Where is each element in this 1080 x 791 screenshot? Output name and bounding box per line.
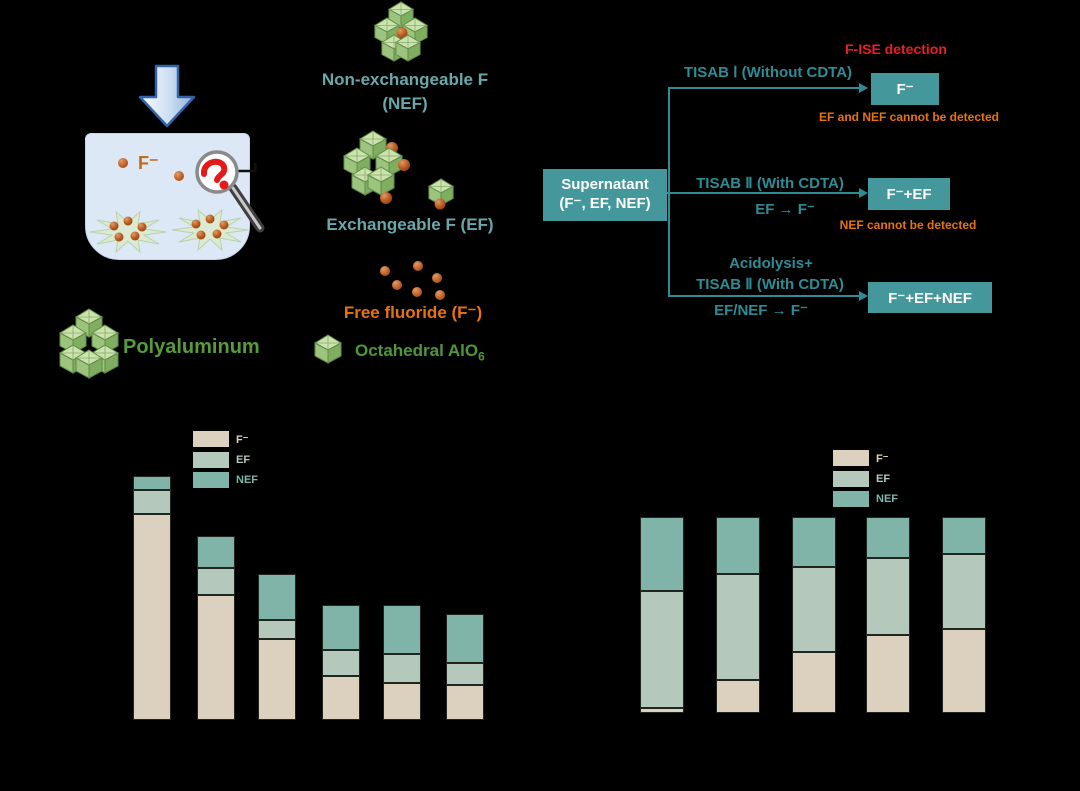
legend-label-ef: EF [876,472,891,485]
branch3-label-line1: Acidolysis+ [729,255,813,272]
bar-1-segment-F⁻ [640,708,684,713]
branch1-line [668,87,860,89]
fluoride-dot [412,287,422,297]
branch3-result-box: F⁻+EF+NEF [868,282,992,313]
bar-5-segment-NEF [942,517,986,555]
bar-2-segment-EF [716,573,760,680]
supernatant-line2: (F⁻, EF, NEF) [559,195,651,212]
nef-title: Non-exchangeable F [321,70,489,89]
branch2-arrowhead [859,188,868,198]
branch2-note: NEF cannot be detected [839,218,977,232]
legend-label-f: F⁻ [236,433,249,446]
branch3-line [668,295,860,297]
branch2-line [667,192,860,194]
legend-swatch-ef [193,451,229,468]
branch2-conversion: EF → F⁻ [755,201,815,218]
bar-2-segment-EF [197,568,235,595]
bar-2-segment-NEF [716,517,760,574]
octahedral-alo6-icon [314,334,342,364]
bar-1-segment-NEF [640,517,684,591]
legend-swatch-f [193,431,229,447]
bar-6-segment-NEF [446,614,484,663]
fluoride-dot [392,280,402,290]
bar-4-segment-F⁻ [322,676,360,720]
legend-swatch-nef [193,472,229,488]
fluoride-dot [435,290,445,300]
beaker-fluoride-label: F⁻ [138,153,159,173]
legend-swatch-ef [833,470,869,487]
bar-1-segment-NEF [133,476,171,490]
nef-cluster-icon [374,1,428,62]
branch1-arrowhead [859,83,868,93]
legend-row: F⁻ [833,450,898,466]
bar-2-segment-F⁻ [197,595,235,720]
branch1-note: EF and NEF cannot be detected [818,110,1000,124]
legend-label-nef: NEF [236,474,258,486]
fluoride-dot [174,171,184,181]
legend-label-ef: EF [236,453,251,466]
bar-5-segment-NEF [383,605,421,654]
fluoride-dot [432,273,442,283]
bar-3-segment-F⁻ [792,652,836,713]
branch3-arrowhead [859,291,868,301]
free-fluoride-label: Free fluoride (F⁻) [343,303,483,322]
bar-2-segment-F⁻ [716,679,760,713]
bar-3-segment-NEF [792,517,836,567]
detection-title: F-ISE detection [845,41,947,57]
magnifier-icon [195,150,265,233]
legend-swatch-nef [833,491,869,507]
bar-1-segment-EF [640,590,684,709]
branch3-conversion: EF/NEF → F⁻ [714,302,808,319]
down-arrow-icon [138,64,196,128]
bar-5-segment-EF [383,654,421,683]
legend-row: NEF [193,472,258,488]
nef-abbr: (NEF) [382,94,428,113]
octahedral-label-text: Octahedral AlO [355,341,479,360]
branch3-label-line2: TISAB Ⅱ (With CDTA) [696,276,844,293]
branch1-result-box: F⁻ [871,73,939,105]
bar-4-segment-NEF [322,605,360,650]
bar-1-segment-F⁻ [133,514,171,720]
bar-4-segment-NEF [866,517,910,559]
legend-row: EF [833,470,898,487]
right-chart-legend: F⁻ EF NEF [833,450,898,512]
bar-6-segment-F⁻ [446,685,484,720]
bar-3-segment-NEF [258,574,296,620]
polyaluminum-label: Polyaluminum [123,336,260,358]
supernatant-line1: Supernatant [561,176,649,194]
bar-3-segment-F⁻ [258,639,296,720]
bar-5-segment-F⁻ [383,683,421,720]
ef-cluster-icon [343,130,454,210]
bar-3-segment-EF [258,620,296,639]
legend-swatch-f [833,450,869,466]
bar-3-segment-EF [792,566,836,653]
fluoride-dot [380,266,390,276]
fluoride-dot [413,261,423,271]
bar-1-segment-EF [133,490,171,514]
octahedral-label-subscript: 6 [478,349,485,364]
bar-6-segment-EF [446,663,484,685]
bar-5-segment-F⁻ [942,628,986,713]
bar-4-segment-EF [866,558,910,635]
bar-4-segment-EF [322,650,360,676]
bar-2-segment-NEF [197,536,235,568]
polyaluminum-icon [59,308,119,379]
fluoride-dot [118,158,128,168]
branch1-label: TISAB Ⅰ (Without CDTA) [683,64,853,81]
bar-5-segment-EF [942,554,986,629]
legend-row: F⁻ [193,431,258,447]
legend-row: NEF [833,491,898,507]
branch2-result-box: F⁻+EF [868,178,950,210]
legend-label-f: F⁻ [876,452,889,465]
ef-label: Exchangeable F (EF) [326,215,494,234]
branch2-label: TISAB Ⅱ (With CDTA) [696,175,844,192]
bar-4-segment-F⁻ [866,634,910,713]
legend-label-nef: NEF [876,493,898,505]
legend-row: EF [193,451,258,468]
octahedral-label: Octahedral AlO6 [355,341,485,363]
supernatant-box: Supernatant (F⁻, EF, NEF) [543,169,667,221]
left-chart-legend: F⁻ EF NEF [193,431,258,493]
